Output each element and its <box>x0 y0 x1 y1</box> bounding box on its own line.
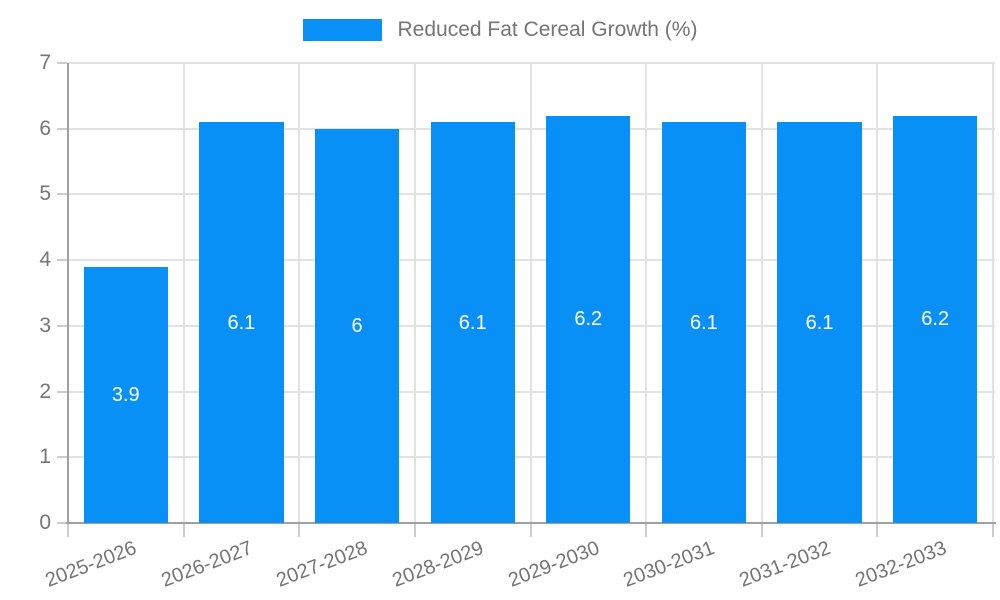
x-tick-label: 2026-2027 <box>158 537 256 592</box>
bar-2032-2033[interactable]: 6.2 <box>893 115 978 523</box>
y-tick-label: 4 <box>39 248 51 272</box>
v-gridline <box>876 63 879 523</box>
h-gridline <box>68 456 995 459</box>
x-tick-label: 2025-2026 <box>42 537 140 592</box>
x-axis-tick <box>760 522 763 537</box>
bar-value-label: 6.2 <box>574 308 603 331</box>
x-tick-label: 2031-2032 <box>736 537 834 592</box>
h-gridline <box>68 62 995 64</box>
x-tick-label: 2027-2028 <box>273 537 371 592</box>
y-axis-tick <box>57 127 67 130</box>
chart-legend[interactable]: Reduced Fat Cereal Growth (%) <box>0 18 1000 42</box>
y-tick-label: 3 <box>39 313 51 337</box>
v-gridline <box>529 63 532 523</box>
legend-swatch <box>302 19 382 41</box>
bar-value-label: 6.1 <box>458 311 487 334</box>
bar-2031-2032[interactable]: 6.1 <box>777 122 862 523</box>
bar-2026-2027[interactable]: 6.1 <box>199 122 284 523</box>
x-axis-tick <box>67 522 69 537</box>
y-tick-label: 5 <box>39 182 51 206</box>
x-axis-tick <box>413 522 416 537</box>
v-gridline <box>298 63 301 523</box>
x-axis-tick <box>645 522 648 537</box>
bar-value-label: 6.2 <box>921 308 950 331</box>
bar-2029-2030[interactable]: 6.2 <box>546 115 631 523</box>
x-tick-label: 2028-2029 <box>389 537 487 592</box>
v-gridline <box>760 63 763 523</box>
v-gridline <box>182 63 185 523</box>
y-axis-tick <box>57 390 67 393</box>
y-tick-label: 6 <box>39 116 51 140</box>
h-gridline <box>68 324 995 327</box>
bar-2027-2028[interactable]: 6 <box>314 128 400 523</box>
x-tick-label: 2029-2030 <box>505 537 603 592</box>
bar-value-label: 6.1 <box>805 311 834 334</box>
x-tick-label: 2030-2031 <box>620 537 718 592</box>
y-tick-label: 0 <box>39 511 51 534</box>
x-tick-label: 2032-2033 <box>851 537 950 592</box>
v-gridline <box>413 63 416 523</box>
y-tick-label: 7 <box>39 51 51 74</box>
h-gridline <box>68 259 995 262</box>
y-axis-tick <box>57 522 67 524</box>
h-gridline <box>68 193 995 196</box>
bar-value-label: 6.1 <box>227 311 256 334</box>
x-axis-tick <box>876 522 879 537</box>
x-axis-tick <box>992 522 994 537</box>
y-axis-tick <box>57 456 67 459</box>
h-gridline <box>68 390 995 393</box>
y-axis-tick <box>57 62 67 64</box>
y-tick-label: 2 <box>39 379 51 403</box>
x-axis-tick <box>298 522 301 537</box>
bar-2028-2029[interactable]: 6.1 <box>430 122 515 523</box>
y-axis-line <box>67 63 69 523</box>
x-axis-tick <box>182 522 185 537</box>
bar-value-label: 3.9 <box>111 383 140 406</box>
y-tick-label: 1 <box>39 445 51 469</box>
v-gridline <box>992 63 994 523</box>
bar-value-label: 6 <box>351 314 363 337</box>
x-axis-line <box>66 522 996 524</box>
y-axis-tick <box>57 259 67 262</box>
bar-2025-2026[interactable]: 3.9 <box>83 266 168 523</box>
bar-2030-2031[interactable]: 6.1 <box>661 122 747 523</box>
h-gridline <box>68 127 995 130</box>
v-gridline <box>645 63 648 523</box>
bar-value-label: 6.1 <box>689 311 718 334</box>
y-axis-tick <box>57 324 67 327</box>
y-axis-tick <box>57 193 67 196</box>
legend-label: Reduced Fat Cereal Growth (%) <box>397 18 698 41</box>
x-axis-tick <box>529 522 532 537</box>
